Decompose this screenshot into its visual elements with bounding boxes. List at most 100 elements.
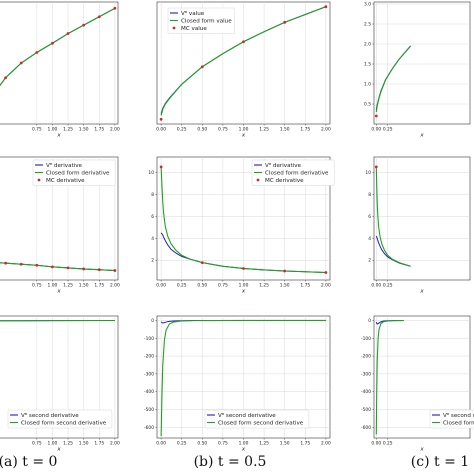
plot-frame [373, 1, 471, 125]
legend-entry-label: MC value [181, 26, 207, 32]
x-tick-label: 2.00 [321, 127, 331, 133]
x-tick-label: 0.00 [156, 283, 166, 289]
series-group [159, 5, 328, 121]
mc-point [51, 41, 54, 45]
subplot-c-second: 0.00 0.25 0 -100 -200 -300 -400 -500 -600 x Vᶿ sec… [361, 315, 474, 453]
legend-entry-label: Vᶿ derivative [46, 162, 83, 169]
x-tick-label: 1.75 [300, 127, 310, 133]
mc-point [159, 165, 163, 169]
y-tick-label: -200 [144, 354, 154, 360]
subplot-c-derivative: 0.00 0.25 2 4 6 8 10 x [365, 156, 471, 295]
series-group [159, 165, 328, 274]
x-tick-label: 0.25 [177, 127, 187, 133]
y-tick-label: -200 [361, 354, 371, 360]
legend-entry-label: MC derivative [265, 178, 304, 184]
x-tick-label: 0.75 [218, 283, 228, 289]
mc-point [4, 261, 8, 265]
y-tick-label: -300 [361, 371, 371, 377]
x-tick-label: 1.75 [94, 127, 104, 133]
closed-series-line [160, 6, 327, 116]
subplot-b-value: 0.00 0.25 0.50 0.75 1.00 1.25 1.50 1.75 2.00 x Vᶿ … [156, 1, 331, 139]
series-group [374, 45, 411, 118]
series-group [160, 319, 326, 437]
mc-point [19, 61, 23, 65]
x-tick-label: 2.00 [321, 441, 331, 447]
mc-point [4, 76, 8, 80]
x-tick-label: 0.25 [383, 441, 393, 447]
y-tick-label: -500 [144, 407, 154, 413]
x-tick-label: 0.75 [32, 283, 42, 289]
x-axis-label: x [241, 289, 246, 295]
legend-marker-mc [256, 178, 260, 182]
x-axis-label: x [419, 447, 424, 453]
x-tick-label: 1.50 [79, 441, 89, 447]
legend: Vᶿ second derivative Closed form second d… [204, 409, 310, 429]
x-tick-label: 1.75 [94, 441, 104, 447]
legend-entry-label: Closed form second derivative [218, 421, 304, 427]
legend-box [204, 409, 310, 429]
mc-point [113, 6, 117, 10]
x-tick-label: 1.00 [239, 127, 249, 133]
y-tick-label: 8 [151, 192, 154, 198]
y-tick-label: 4 [368, 236, 371, 242]
x-axis-label: x [56, 447, 61, 453]
series-group [0, 6, 117, 87]
y-tick-label: -100 [361, 336, 371, 342]
x-tick-label: 1.50 [280, 283, 290, 289]
mc-point [97, 15, 101, 19]
x-tick-label: 2.00 [110, 127, 120, 133]
y-tick-label: -100 [144, 336, 154, 342]
y-tick-label: -500 [361, 407, 371, 413]
y-tick-label: 1.0 [364, 82, 371, 88]
y-tick-label: -300 [144, 371, 154, 377]
subplot-a-value: 0.75 1.00 1.25 1.50 1.75 2.00 x [0, 1, 120, 139]
x-tick-label: 1.75 [300, 283, 310, 289]
mc-point [159, 117, 163, 121]
mc-point [200, 261, 204, 265]
mc-point [113, 269, 117, 272]
mc-point [283, 269, 287, 273]
x-tick-label: 1.50 [79, 283, 89, 289]
x-tick-label: 1.00 [48, 283, 58, 289]
closed-series-line [160, 166, 326, 274]
y-tick-label: 8 [368, 192, 371, 198]
mc-point [97, 268, 101, 272]
legend-box [167, 7, 235, 34]
x-tick-label: 0.50 [197, 127, 207, 133]
legend-entry-label: Closed form second derivative [21, 421, 107, 427]
subplot-a-derivative: 0.75 1.00 1.25 1.50 1.75 2.00 x Vᶿ derivative Cl… [0, 156, 120, 295]
x-tick-label: 1.00 [48, 127, 58, 133]
x-tick-label: 1.25 [63, 283, 73, 289]
y-tick-label: -600 [144, 425, 154, 431]
y-tick-label: 2.0 [364, 42, 371, 48]
x-tick-label: 0.75 [218, 441, 228, 447]
y-tick-label: 1.5 [364, 62, 371, 68]
legend-box [7, 409, 113, 429]
mc-point [324, 271, 328, 274]
mc-point [200, 65, 204, 69]
x-tick-label: 1.25 [259, 127, 269, 133]
y-tick-label: 0 [368, 318, 371, 324]
x-axis-label: x [241, 447, 246, 453]
legend-entry-label: Vᶿ second derivative [218, 412, 276, 419]
x-tick-label: 0.00 [371, 441, 381, 447]
mc-point [66, 32, 70, 35]
mc-point [35, 263, 39, 267]
mc-point [35, 51, 39, 54]
x-tick-label: 2.00 [110, 441, 120, 447]
x-axis-label: x [56, 289, 61, 295]
y-tick-label: -400 [361, 389, 371, 395]
x-axis-label: x [241, 133, 246, 139]
legend-marker-mc [37, 178, 41, 182]
x-tick-label: 0.75 [32, 441, 42, 447]
y-tick-label: 4 [151, 236, 154, 242]
mc-point [242, 40, 245, 44]
x-tick-label: 1.25 [63, 127, 73, 133]
legend-entry-label: Vᶿ second derivative [21, 412, 79, 419]
y-tick-label: -400 [144, 389, 154, 395]
mc-point [242, 267, 245, 270]
closed-series-line [375, 319, 404, 435]
y-tick-label: 10 [365, 170, 371, 176]
